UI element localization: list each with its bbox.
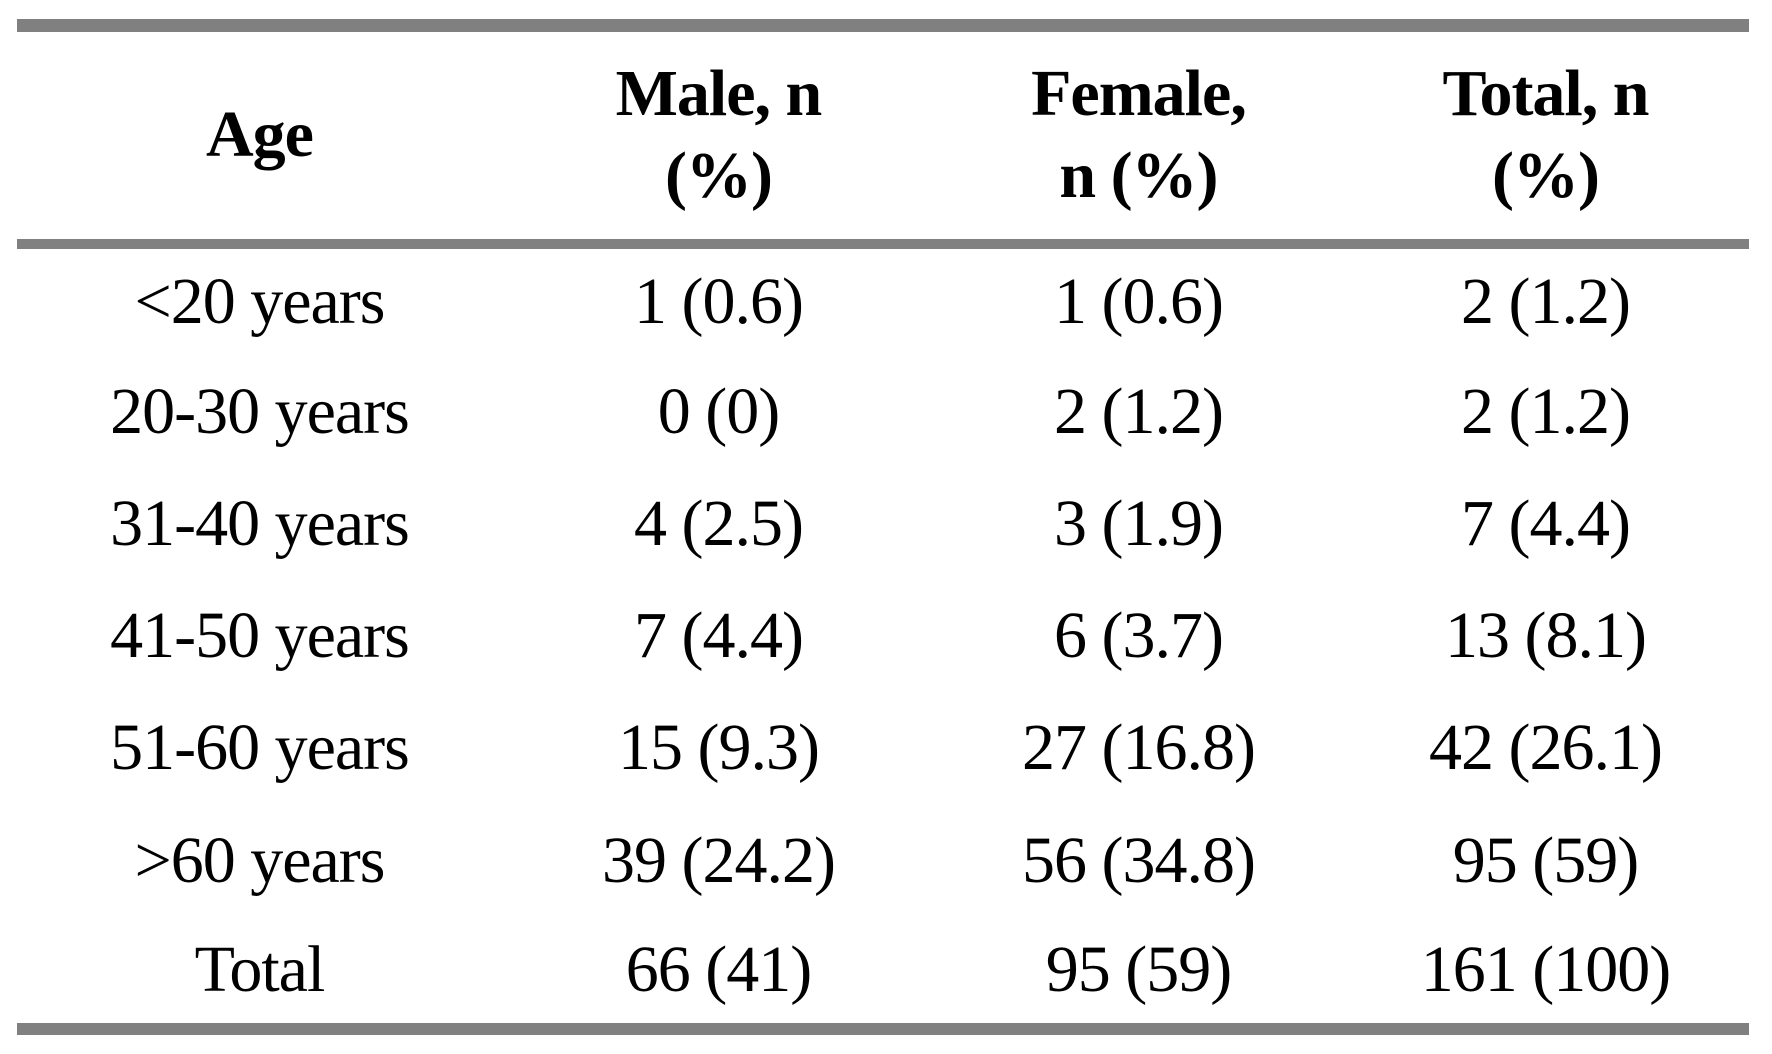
female-cell: 2 (1.2) (1053, 374, 1224, 448)
table-body: <20 years 1 (0.6) 1 (0.6) 2 (1.2) 20-30 … (17, 244, 1749, 1030)
table-row: 20-30 years 0 (0) 2 (1.2) 2 (1.2) (17, 356, 1749, 468)
age-cell: 41-50 years (110, 599, 410, 673)
total-cell: 2 (1.2) (1461, 374, 1631, 448)
female-cell: 1 (0.6) (1053, 265, 1224, 339)
header-row: Age Male, n (%) Female, n (%) Total, n (… (17, 25, 1749, 249)
age-cell: 20-30 years (110, 374, 410, 448)
age-cell: Total (194, 932, 326, 1006)
age-cell: <20 years (134, 265, 385, 339)
female-cell: 95 (59) (1045, 932, 1232, 1006)
col-header-female: Female, n (%) (934, 25, 1342, 249)
demographics-table: Age Male, n (%) Female, n (%) Total, n (… (17, 19, 1749, 1035)
table-row total-row: Total 66 (41) 95 (59) 161 (100) (17, 917, 1749, 1029)
table-header: Age Male, n (%) Female, n (%) Total, n (… (17, 25, 1749, 249)
female-cell: 27 (16.8) (1021, 711, 1256, 785)
age-distribution-table: Age Male, n (%) Female, n (%) Total, n (… (17, 19, 1749, 1035)
total-cell: 42 (26.1) (1429, 711, 1663, 785)
total-cell: 2 (1.2) (1461, 265, 1631, 339)
male-cell: 15 (9.3) (617, 711, 820, 785)
male-cell: 39 (24.2) (601, 823, 836, 897)
female-cell: 56 (34.8) (1021, 823, 1256, 897)
table-row: 41-50 years 7 (4.4) 6 (3.7) 13 (8.1) (17, 580, 1749, 692)
col-header-age: Age (17, 25, 502, 249)
female-cell: 6 (3.7) (1053, 599, 1224, 673)
male-cell: 1 (0.6) (633, 265, 804, 339)
total-cell: 95 (59) (1452, 823, 1639, 897)
table-row: <20 years 1 (0.6) 1 (0.6) 2 (1.2) (17, 244, 1749, 356)
col-header-total: Total, n (%) (1341, 25, 1749, 249)
total-cell: 161 (100) (1420, 932, 1671, 1006)
table-row: >60 years 39 (24.2) 56 (34.8) 95 (59) (17, 805, 1749, 917)
age-cell: 51-60 years (110, 711, 410, 785)
female-cell: 3 (1.9) (1053, 487, 1224, 560)
male-cell: 4 (2.5) (633, 487, 804, 560)
table-row: 51-60 years 15 (9.3) 27 (16.8) 42 (26.1) (17, 692, 1749, 804)
male-cell: 66 (41) (625, 932, 812, 1006)
table-row: 31-40 years 4 (2.5) 3 (1.9) 7 (4.4) (17, 468, 1749, 580)
total-cell: 7 (4.4) (1461, 487, 1631, 560)
total-cell: 13 (8.1) (1445, 599, 1647, 673)
age-cell: 31-40 years (110, 487, 410, 560)
male-cell: 7 (4.4) (633, 599, 804, 673)
male-cell: 0 (0) (657, 374, 780, 448)
age-cell: >60 years (134, 823, 385, 897)
col-header-male: Male, n (%) (501, 25, 935, 249)
